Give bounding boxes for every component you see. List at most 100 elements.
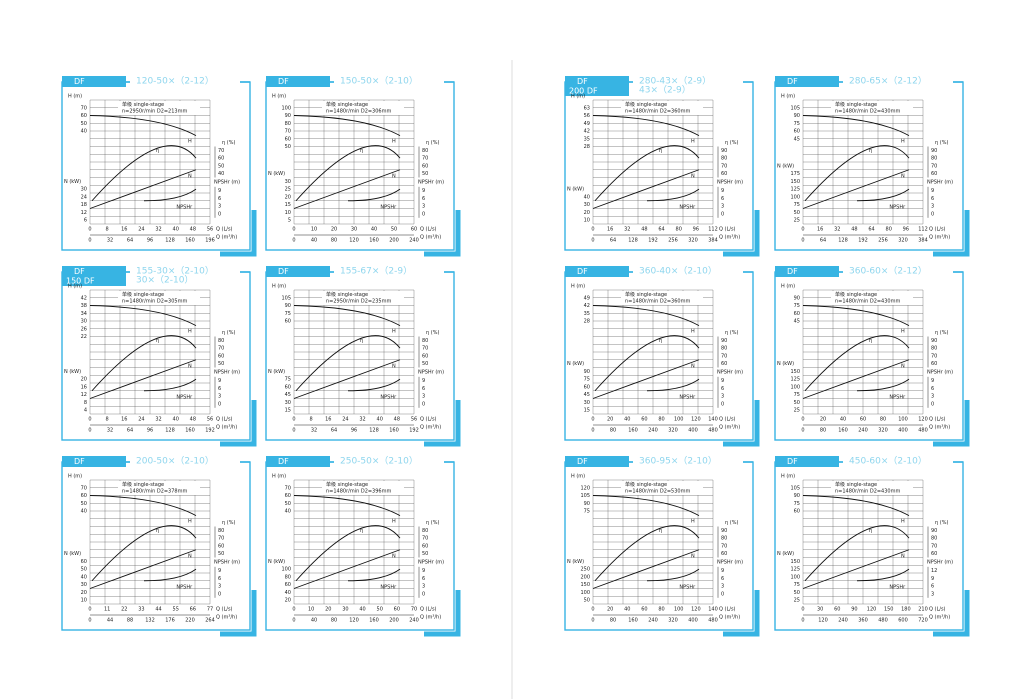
- n-tick-label: 100: [790, 574, 800, 580]
- eta-tick-label: 80: [721, 156, 727, 162]
- curve-label: η: [869, 528, 872, 534]
- q-m3h-tick-label: 128: [369, 428, 379, 434]
- q-m3h-tick-label: 600: [898, 618, 908, 624]
- q-ls-tick-label: 0: [801, 227, 804, 233]
- q-m3h-tick-label: 96: [147, 428, 153, 434]
- axis-label: Q (m³/h): [719, 425, 740, 431]
- n-tick-label: 60: [81, 559, 87, 565]
- panel-tab: [62, 266, 126, 286]
- axis-label: Q (m³/h): [216, 615, 237, 621]
- q-m3h-tick-label: 40: [311, 238, 317, 244]
- axis-label: NPSHr (m): [418, 560, 444, 566]
- curve-label: N: [691, 553, 695, 559]
- n-tick-label: 150: [790, 369, 800, 375]
- eta-curve: [91, 145, 197, 202]
- n-tick-label: 100: [580, 590, 590, 596]
- n-tick-label: 50: [584, 598, 590, 604]
- h-tick-label: 70: [81, 105, 87, 111]
- q-m3h-tick-label: 120: [349, 238, 359, 244]
- curve-label: N: [188, 363, 192, 369]
- curve-label: H: [188, 519, 192, 525]
- eta-curve: [295, 335, 401, 392]
- h-tick-label: 70: [285, 485, 291, 491]
- n-tick-label: 40: [81, 574, 87, 580]
- curve-label: H: [392, 519, 396, 525]
- q-m3h-tick-label: 0: [292, 428, 295, 434]
- q-m3h-tick-label: 480: [878, 618, 888, 624]
- npsh-curve: [646, 188, 700, 202]
- q-m3h-tick-label: 220: [185, 618, 195, 624]
- curve-label: NPSHr: [380, 394, 397, 400]
- q-ls-tick-label: 180: [901, 607, 911, 613]
- axis-label: H (m): [781, 94, 795, 100]
- stage-label: 单级 single-stage: [326, 101, 368, 108]
- npsh-tick-label: 9: [931, 378, 934, 384]
- axis-label: η (%): [935, 520, 948, 526]
- n-tick-label: 75: [285, 377, 291, 383]
- panel-tab: [62, 456, 126, 467]
- h-tick-label: 45: [794, 319, 800, 325]
- curve-label: η: [659, 338, 662, 344]
- npsh-tick-label: 0: [422, 401, 425, 407]
- axis-label: η (%): [426, 330, 439, 336]
- h-tick-label: 56: [584, 113, 590, 119]
- q-ls-tick-label: 40: [624, 607, 630, 613]
- h-tick-label: 30: [81, 319, 87, 325]
- q-ls-tick-label: 30: [342, 607, 348, 613]
- npsh-curve: [347, 378, 401, 392]
- npsh-tick-label: 12: [931, 568, 937, 574]
- h-tick-label: 100: [281, 105, 291, 111]
- npsh-tick-label: 9: [721, 188, 724, 194]
- n-tick-label: 4: [84, 408, 87, 414]
- q-ls-tick-label: 48: [641, 227, 647, 233]
- curve-label: H: [188, 139, 192, 145]
- panel-tab: [775, 266, 839, 277]
- pump-panel: DF 250-50×（2-10） 单级 single-stagen=1480r/mi…: [265, 456, 461, 637]
- h-tick-label: 105: [580, 493, 590, 499]
- q-m3h-tick-label: 80: [610, 428, 616, 434]
- q-ls-tick-label: 64: [658, 227, 664, 233]
- h-tick-label: 75: [584, 509, 590, 515]
- q-m3h-tick-label: 0: [591, 238, 594, 244]
- curve-label: η: [659, 148, 662, 154]
- q-ls-tick-label: 16: [817, 227, 823, 233]
- n-tick-label: 50: [81, 567, 87, 573]
- curve-label: N: [691, 173, 695, 179]
- eta-tick-label: 80: [721, 346, 727, 352]
- title-bg: [334, 76, 444, 87]
- q-m3h-tick-label: 160: [185, 428, 195, 434]
- axis-label: η (%): [725, 520, 738, 526]
- panel-shadow: [220, 400, 257, 447]
- eta-tick-label: 70: [422, 156, 428, 162]
- h-curve: [592, 115, 700, 137]
- stage-label: 单级 single-stage: [835, 481, 877, 488]
- q-ls-tick-label: 16: [607, 227, 613, 233]
- eta-curve: [804, 145, 910, 202]
- h-tick-label: 60: [81, 113, 87, 119]
- q-ls-tick-label: 66: [190, 607, 196, 613]
- model-code: DF: [74, 77, 85, 86]
- q-ls-tick-label: 50: [391, 227, 397, 233]
- h-tick-label: 50: [285, 144, 291, 150]
- npsh-tick-label: 0: [422, 211, 425, 217]
- q-ls-tick-label: 20: [820, 417, 826, 423]
- axis-label: NPSHr (m): [717, 370, 743, 376]
- axis-label: H (m): [781, 474, 795, 480]
- npsh-curve: [856, 378, 910, 392]
- model-title: 360-95×（2-10）: [639, 456, 717, 467]
- n-tick-label: 15: [285, 202, 291, 208]
- eta-tick-label: 70: [931, 353, 937, 359]
- curve-label: NPSHr: [380, 584, 397, 590]
- q-ls-tick-label: 100: [898, 417, 908, 423]
- npsh-tick-label: 6: [218, 386, 221, 392]
- axis-label: η (%): [725, 330, 738, 336]
- q-m3h-tick-label: 240: [409, 238, 419, 244]
- model-code: DF: [278, 77, 289, 86]
- eta-tick-label: 60: [422, 543, 428, 549]
- npsh-tick-label: 9: [721, 568, 724, 574]
- q-m3h-tick-label: 0: [88, 238, 91, 244]
- q-m3h-tick-label: 160: [628, 618, 638, 624]
- n-tick-label: 30: [584, 202, 590, 208]
- n-curve: [802, 549, 910, 589]
- eta-curve: [295, 525, 401, 582]
